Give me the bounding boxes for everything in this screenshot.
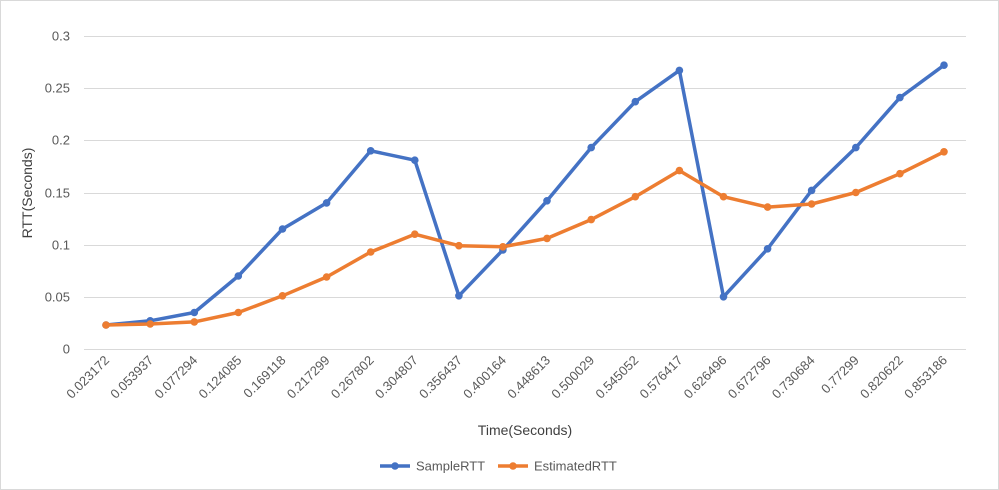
data-point [763,245,772,253]
x-tick-label: 0.500029 [548,353,597,402]
y-axis-ticks: 0 0.05 0.1 0.15 0.2 0.25 0.3 [45,29,70,357]
data-point [234,272,243,280]
data-point [719,293,728,301]
gridlines [84,36,966,350]
data-point [543,197,551,205]
data-point [543,234,551,243]
x-tick-label: 0.448613 [504,353,553,402]
data-point [896,169,904,178]
y-tick-label: 0.3 [52,29,70,44]
data-point [852,143,860,152]
x-tick-label: 0.077294 [151,353,200,402]
y-tick-label: 0 [63,342,70,357]
data-point [675,166,684,175]
data-point [587,215,595,224]
x-tick-label: 0.77299 [818,353,862,397]
data-point [146,320,154,328]
data-point [675,66,684,75]
legend: SampleRTT EstimatedRTT [380,459,617,474]
data-point [807,200,816,208]
x-tick-label: 0.672796 [725,353,774,402]
data-point [322,199,331,207]
x-tick-label: 0.576417 [637,353,686,402]
data-point [190,308,199,317]
data-point [940,148,948,156]
data-point [102,321,110,329]
x-axis-ticks: 0.0231720.0539370.0772940.1240850.169118… [63,353,950,402]
series-layer [102,61,948,329]
series-EstimatedRTT [102,148,948,329]
data-point [587,143,595,152]
x-tick-label: 0.400164 [460,353,509,402]
legend-item: SampleRTT [380,459,485,474]
x-tick-label: 0.217299 [284,353,333,402]
data-point [411,230,419,238]
series-line [104,150,946,327]
data-point [896,93,904,102]
x-tick-label: 0.023172 [63,353,112,402]
x-tick-label: 0.267802 [328,353,377,402]
legend-swatch-marker [391,462,399,470]
x-axis-title: Time(Seconds) [478,422,572,438]
data-point [278,225,287,233]
data-point [455,241,463,250]
data-point [807,186,816,195]
x-tick-label: 0.304807 [372,353,421,402]
data-point [234,308,243,317]
data-point [940,61,948,69]
legend-item: EstimatedRTT [498,459,617,474]
series-SampleRTT [102,61,948,329]
legend-label: EstimatedRTT [534,459,617,474]
data-point [719,192,728,201]
x-tick-label: 0.820622 [857,353,906,402]
y-tick-label: 0.1 [52,238,70,253]
data-point [190,318,199,326]
x-tick-label: 0.853186 [901,353,950,402]
data-point [631,97,640,106]
data-point [366,248,375,256]
y-tick-label: 0.05 [45,290,70,305]
x-tick-label: 0.053937 [107,353,156,402]
series-line [104,63,946,327]
x-tick-label: 0.545052 [592,353,641,402]
data-point [366,147,375,155]
legend-label: SampleRTT [416,459,485,474]
data-point [322,273,331,281]
x-tick-label: 0.169118 [240,353,288,401]
x-tick-label: 0.124085 [196,353,245,402]
x-tick-label: 0.356437 [416,353,465,402]
y-tick-label: 0.2 [52,133,70,148]
data-point [278,292,287,300]
data-point [411,156,419,164]
legend-swatch-marker [509,462,517,470]
y-tick-label: 0.15 [45,186,70,201]
data-point [455,292,463,300]
data-point [631,192,640,201]
x-tick-label: 0.626496 [681,353,730,402]
y-axis-title: RTT(Seconds) [19,148,35,239]
data-point [763,203,772,211]
data-point [852,188,860,197]
x-tick-label: 0.730684 [769,353,818,402]
y-tick-label: 0.25 [45,81,70,96]
data-point [499,243,507,251]
